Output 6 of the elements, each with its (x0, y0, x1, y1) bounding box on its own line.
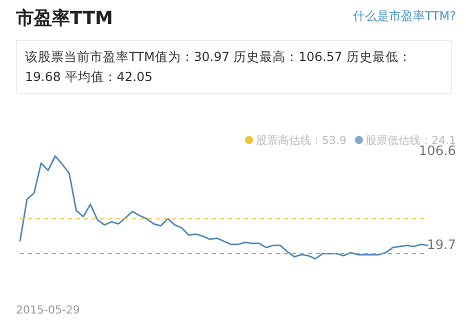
annotation: 19.7 (427, 238, 456, 253)
chart-title: 市盈率TTM (16, 7, 113, 30)
text: 2015-05-29 (16, 303, 80, 316)
legend-label: 股票高估线：53.9 (256, 134, 346, 147)
chart-subtitle: 该股票当前市盈率TTM值为：30.97 历史最高：106.57 历史最低：19.68 平均值：42.05 (16, 40, 452, 94)
text: 什么是市盈率TTM? (352, 8, 456, 25)
